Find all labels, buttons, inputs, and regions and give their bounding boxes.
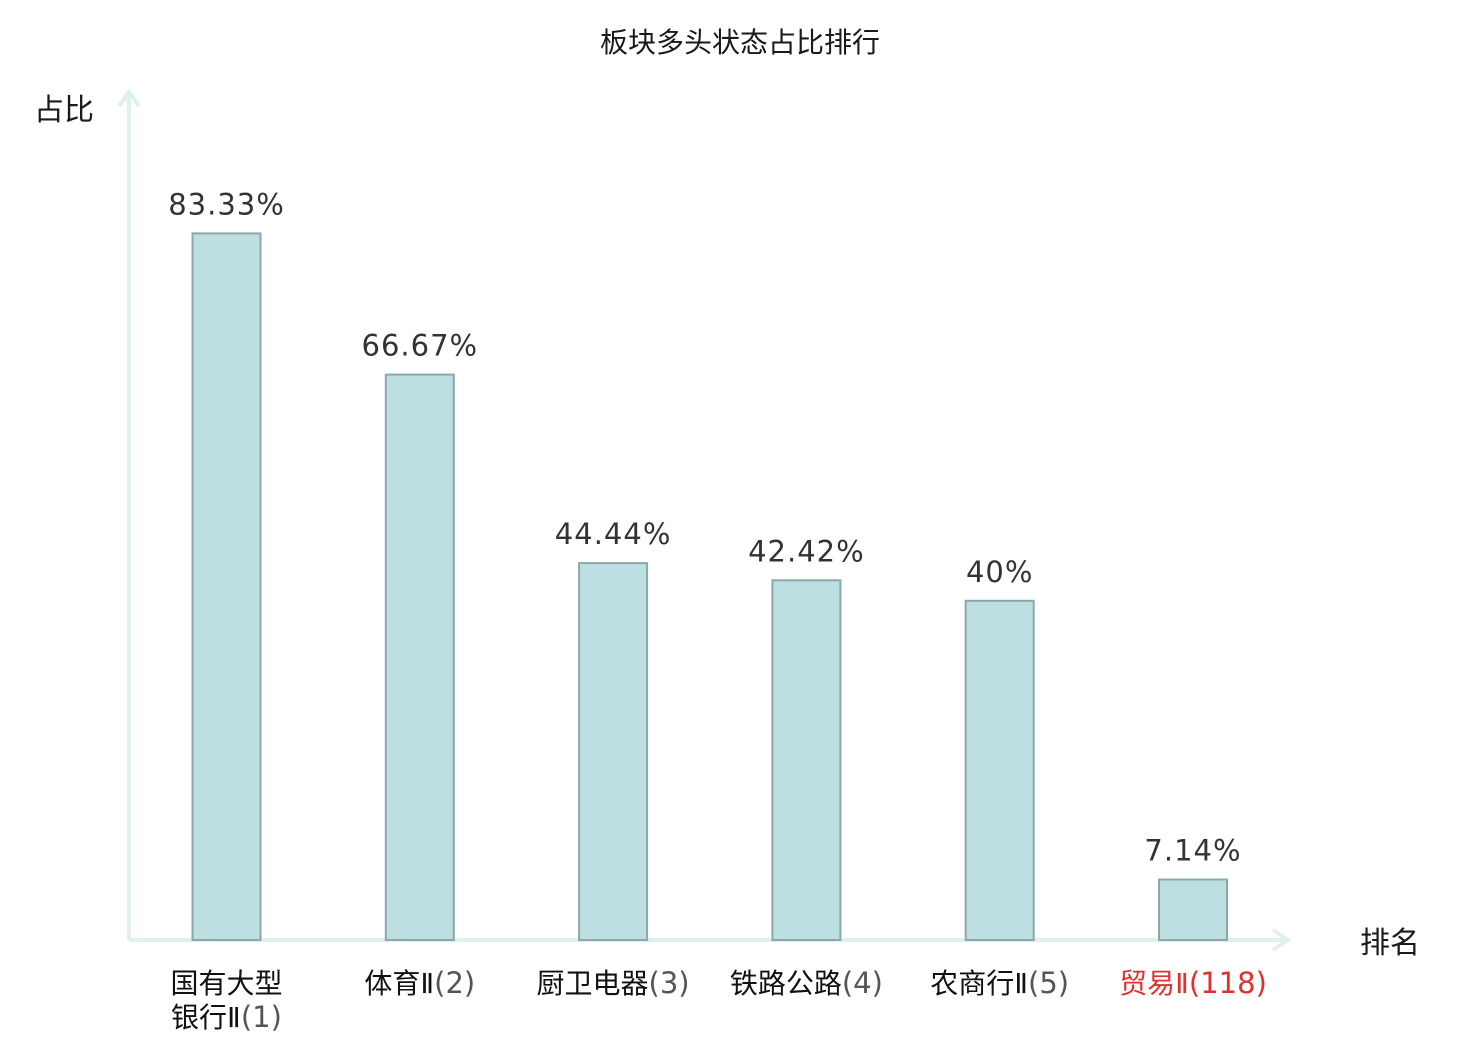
- value-label-4: 42.42%: [748, 534, 865, 568]
- bar-6: [1158, 878, 1228, 941]
- category-label-6: 贸易Ⅱ(118): [1119, 966, 1267, 1000]
- bar-5: [964, 599, 1035, 941]
- value-label-1: 83.33%: [168, 187, 285, 221]
- bar-4: [771, 579, 842, 941]
- category-label-1: 国有大型银行Ⅱ(1): [170, 967, 282, 1034]
- chart-title: 板块多头状态占比排行: [600, 26, 880, 59]
- value-label-3: 44.44%: [555, 517, 672, 551]
- value-labels-group: 83.33% 66.67% 44.44% 42.42% 40% 7.14%: [168, 187, 1241, 868]
- category-labels-group: 国有大型银行Ⅱ(1) 体育Ⅱ(2) 厨卫电器(3) 铁路公路(4) 农商行Ⅱ(5) 贸易Ⅱ…: [170, 966, 1266, 1034]
- x-axis-title: 排名: [1360, 926, 1420, 961]
- y-axis-arrow: [117, 88, 141, 108]
- bar-2: [384, 373, 455, 942]
- bar-3: [578, 562, 649, 941]
- x-axis-arrow: [1271, 928, 1292, 952]
- category-label-5: 农商行Ⅱ(5): [930, 966, 1069, 1000]
- bar-1: [191, 232, 262, 941]
- category-label-4: 铁路公路(4): [730, 966, 883, 1000]
- y-axis-title: 占比: [34, 93, 94, 128]
- value-label-5: 40%: [966, 555, 1033, 589]
- value-label-2: 66.67%: [362, 329, 479, 363]
- category-label-3: 厨卫电器(3): [537, 966, 690, 1000]
- category-label-2: 体育Ⅱ(2): [364, 966, 475, 1000]
- bars-group: [191, 232, 1228, 942]
- value-label-6: 7.14%: [1144, 834, 1241, 868]
